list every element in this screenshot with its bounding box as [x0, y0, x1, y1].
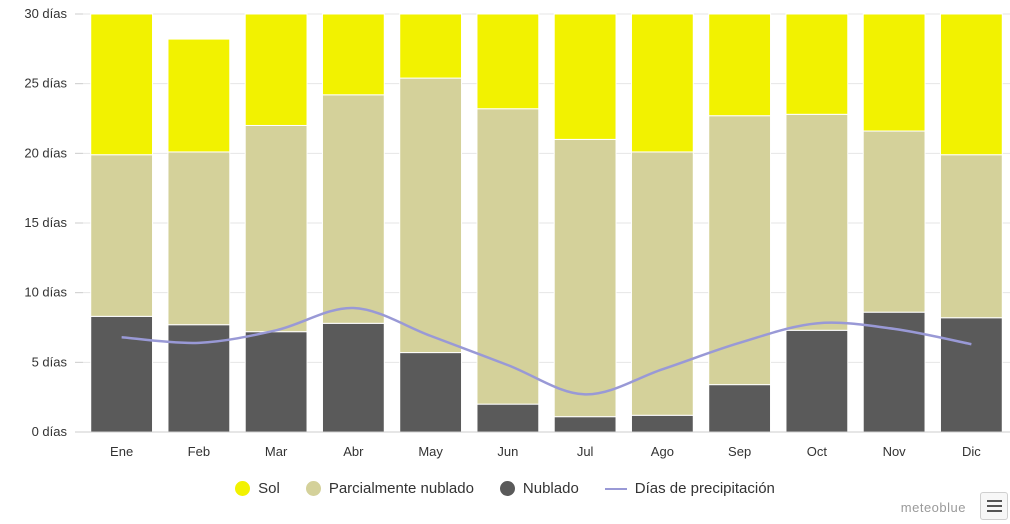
- x-tick-label: Nov: [883, 444, 907, 459]
- meteoblue-logo-text[interactable]: meteoblue: [900, 500, 966, 515]
- bar-sol-mar[interactable]: [244, 13, 308, 126]
- x-tick-label: Sep: [728, 444, 751, 459]
- bar-sol-abr[interactable]: [321, 13, 385, 96]
- x-axis: Ene Feb Mar Abr May Jun Jul Ago Sep Oct Nov Dic: [83, 431, 1010, 459]
- bar-nublado-abr[interactable]: [321, 322, 385, 433]
- bar-parcialmente-nublado-nov[interactable]: [862, 130, 926, 313]
- legend-label-parcialmente-nublado: Parcialmente nublado: [328, 480, 474, 497]
- y-tick-label: 20 días: [24, 145, 67, 160]
- y-axis: 0 días 5 días 10 días 15 días 20 días 25 días…: [24, 6, 83, 439]
- y-tick-label: 5 días: [32, 354, 68, 369]
- y-tick-label: 0 días: [32, 424, 68, 439]
- x-tick-label: May: [418, 444, 443, 459]
- hamburger-icon-bar: [986, 505, 1002, 507]
- x-tick-label: Abr: [343, 444, 364, 459]
- x-tick-label: Ago: [651, 444, 674, 459]
- legend-label-nublado: Nublado: [522, 480, 579, 497]
- chart-menu-button[interactable]: [980, 492, 1008, 520]
- hamburger-icon-bar: [986, 510, 1002, 512]
- x-tick-label: Dic: [962, 444, 981, 459]
- bar-nublado-jul[interactable]: [553, 416, 617, 433]
- bar-sol-oct[interactable]: [785, 13, 849, 115]
- bar-nublado-jun[interactable]: [476, 403, 540, 433]
- bar-sol-sep[interactable]: [708, 13, 772, 117]
- cloud-cover-chart: 0 días 5 días 10 días 15 días 20 días 25 días…: [24, 6, 1010, 459]
- bar-sol-may[interactable]: [399, 13, 463, 79]
- legend-item-dias-de-precipitacion[interactable]: Días de precipitación: [604, 480, 775, 497]
- x-tick-label: Ene: [110, 444, 133, 459]
- x-tick-label: Feb: [188, 444, 210, 459]
- y-tick-label: 15 días: [24, 215, 67, 230]
- legend-label-dias-de-precipitacion: Días de precipitación: [634, 480, 775, 497]
- bar-parcialmente-nublado-jun[interactable]: [476, 108, 540, 405]
- bar-parcialmente-nublado-oct[interactable]: [785, 113, 849, 331]
- gridlines: [83, 13, 1010, 433]
- bar-sol-nov[interactable]: [862, 13, 926, 132]
- legend-item-sol[interactable]: Sol: [235, 480, 280, 497]
- bar-parcialmente-nublado-ene[interactable]: [90, 154, 154, 317]
- bar-nublado-ene[interactable]: [90, 315, 154, 433]
- bar-parcialmente-nublado-abr[interactable]: [321, 94, 385, 324]
- x-tick-label: Jun: [497, 444, 518, 459]
- bar-sol-jul[interactable]: [553, 13, 617, 140]
- bar-nublado-sep[interactable]: [708, 384, 772, 433]
- bar-parcialmente-nublado-sep[interactable]: [708, 115, 772, 386]
- bar-sol-dic[interactable]: [939, 13, 1003, 156]
- bar-sol-ago[interactable]: [630, 13, 694, 153]
- bar-sol-feb[interactable]: [167, 38, 231, 153]
- bar-parcialmente-nublado-feb[interactable]: [167, 151, 231, 326]
- legend-label-sol: Sol: [258, 480, 280, 497]
- bar-nublado-ago[interactable]: [630, 414, 694, 433]
- legend-swatch-nublado: [499, 481, 515, 496]
- chart-legend: Sol Parcialmente nublado Nublado Días de…: [0, 480, 1010, 508]
- precipitation-line[interactable]: [121, 306, 972, 396]
- legend-swatch-dias-de-precipitacion: [604, 487, 627, 490]
- bar-parcialmente-nublado-dic[interactable]: [939, 154, 1003, 319]
- bar-nublado-mar[interactable]: [244, 331, 308, 433]
- y-tick-label: 10 días: [24, 285, 67, 300]
- bar-nublado-dic[interactable]: [939, 317, 1003, 433]
- bar-sol-jun[interactable]: [476, 13, 540, 110]
- bar-parcialmente-nublado-jul[interactable]: [553, 138, 617, 418]
- y-tick-label: 25 días: [24, 76, 67, 91]
- bar-parcialmente-nublado-ago[interactable]: [630, 151, 694, 416]
- x-tick-label: Jul: [577, 444, 594, 459]
- bar-nublado-oct[interactable]: [785, 329, 849, 433]
- x-tick-label: Oct: [807, 444, 828, 459]
- bar-parcialmente-nublado-mar[interactable]: [244, 124, 308, 333]
- bar-parcialmente-nublado-may[interactable]: [399, 77, 463, 354]
- precipitation-line-layer: [121, 306, 972, 396]
- bar-nublado-may[interactable]: [399, 352, 463, 433]
- hamburger-icon: [986, 500, 1002, 502]
- x-tick-label: Mar: [265, 444, 288, 459]
- legend-item-nublado[interactable]: Nublado: [499, 480, 579, 497]
- y-tick-label: 30 días: [24, 6, 67, 21]
- legend-swatch-parcialmente-nublado: [305, 481, 321, 496]
- legend-item-parcialmente-nublado[interactable]: Parcialmente nublado: [305, 480, 474, 497]
- legend-swatch-sol: [235, 481, 251, 496]
- stacked-bars: [90, 13, 1003, 433]
- bar-sol-ene[interactable]: [90, 13, 154, 156]
